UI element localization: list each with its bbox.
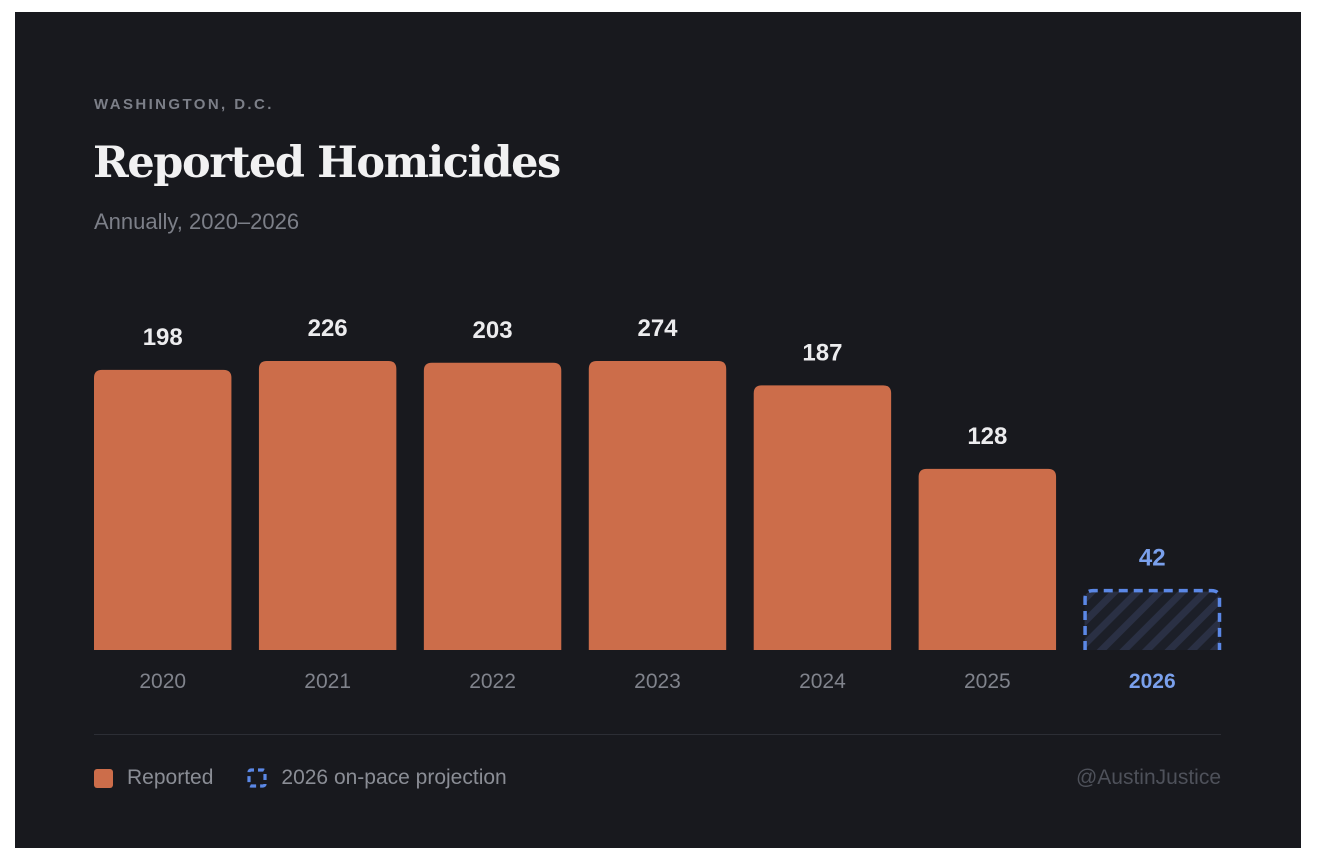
bar-2021 — [258, 361, 397, 650]
value-label-2022: 203 — [473, 317, 513, 344]
value-label-2023: 274 — [637, 315, 678, 342]
legend-divider — [94, 734, 1221, 735]
bar-2022 — [423, 362, 562, 650]
category-label-2026: 2026 — [1129, 670, 1176, 693]
value-label-2024: 187 — [802, 339, 842, 366]
category-label-2020: 2020 — [139, 670, 186, 693]
value-label-2026: 42 — [1139, 545, 1166, 572]
solid-square-swatch-icon — [94, 768, 113, 788]
legend-label-reported: Reported — [127, 766, 214, 789]
category-label-2021: 2021 — [304, 670, 351, 693]
value-label-2020: 198 — [143, 324, 183, 351]
chart-subtitle: Annually, 2020–2026 — [94, 209, 300, 234]
author-credit: @AustinJustice — [1075, 766, 1221, 789]
labels-layer: 198 2020 226 2021 203 2022 274 2023 187 2024 128 20… — [139, 315, 1175, 693]
projection-bar-2026 — [1083, 588, 1222, 650]
chart-card: WASHINGTON, D.C. Reported Homicides Annu… — [15, 12, 1301, 848]
legend: Reported 2026 on-pace projection — [94, 764, 541, 792]
category-label-2023: 2023 — [634, 670, 681, 693]
location-eyebrow: WASHINGTON, D.C. — [94, 96, 274, 113]
legend-item-reported: Reported — [94, 766, 213, 790]
bars-layer — [94, 361, 1222, 650]
bar-2024 — [753, 385, 892, 650]
bar-2023 — [588, 361, 727, 650]
projection-bar-fill-2026 — [1084, 591, 1220, 650]
dashed-square-swatch-icon — [247, 768, 267, 788]
bar-2025 — [918, 468, 1057, 650]
legend-item-projection: 2026 on-pace projection — [247, 766, 507, 790]
value-label-2021: 226 — [308, 315, 348, 342]
bar-2020 — [94, 369, 232, 650]
chart-title: Reported Homicides — [93, 138, 561, 188]
category-label-2025: 2025 — [964, 670, 1011, 693]
legend-label-projection: 2026 on-pace projection — [281, 766, 507, 789]
category-label-2024: 2024 — [799, 670, 846, 693]
value-label-2025: 128 — [967, 423, 1007, 450]
bar-chart: 198 2020 226 2021 203 2022 274 2023 187 2024 128 20… — [94, 315, 1222, 693]
category-label-2022: 2022 — [469, 670, 516, 693]
